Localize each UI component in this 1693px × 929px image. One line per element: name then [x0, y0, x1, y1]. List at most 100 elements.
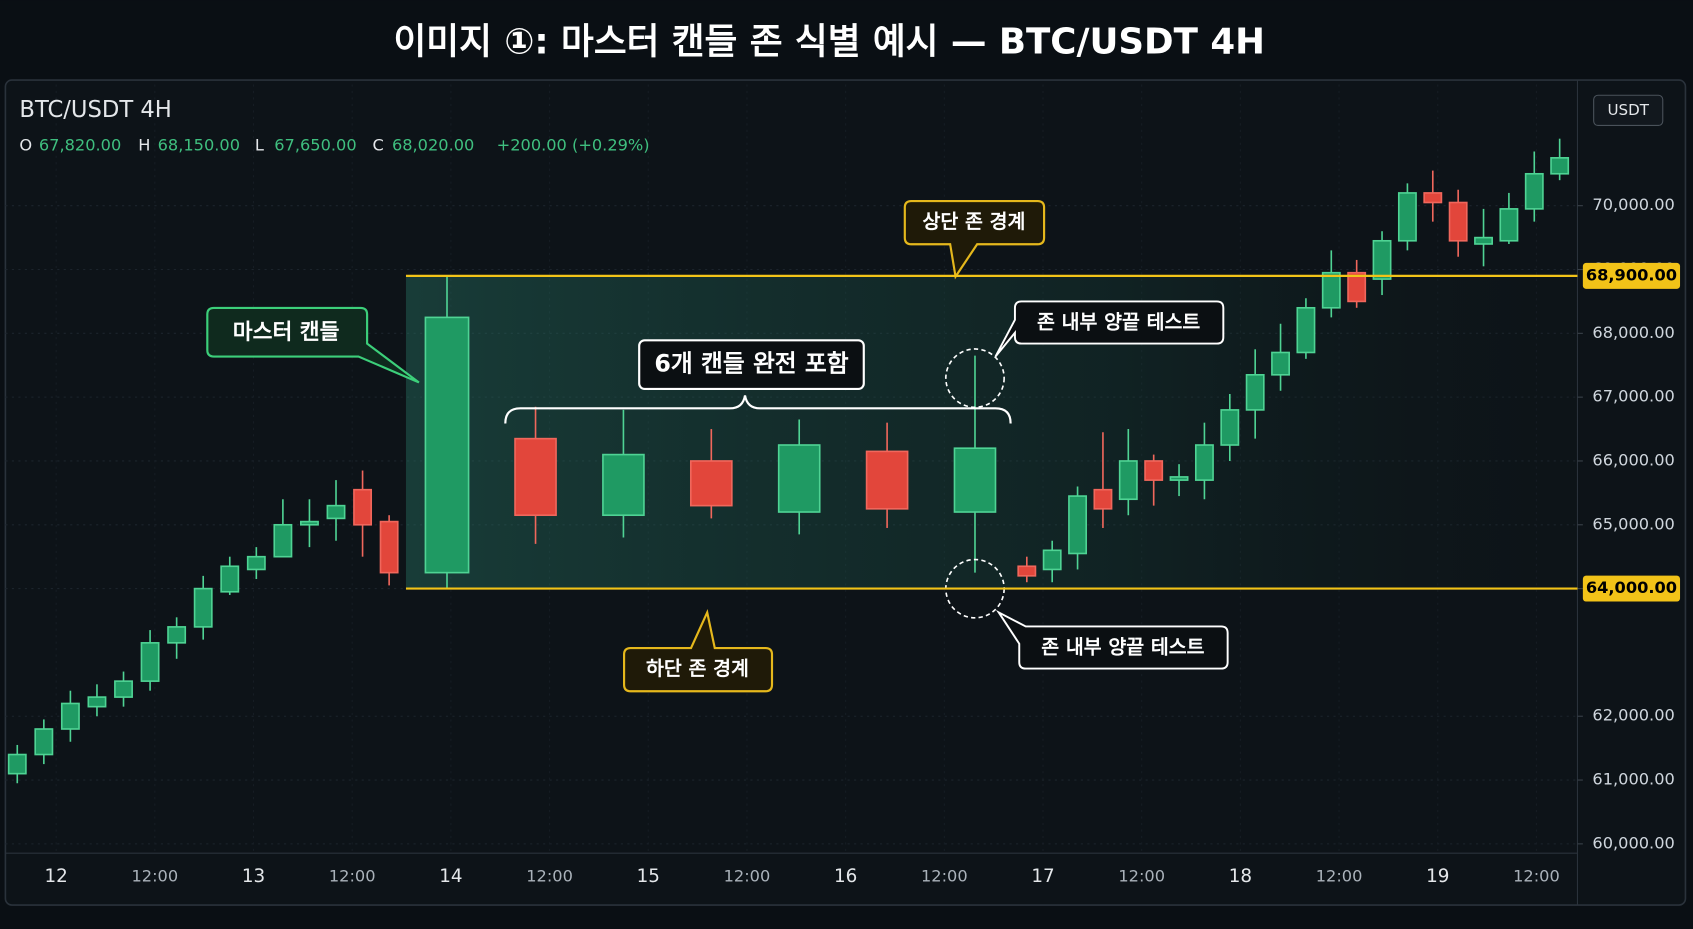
ohlc-legend: O 67,820.00 H 68,150.00 L 67,650.00 C 68,020.00 — [19, 135, 474, 154]
x-tick-label: 16 — [834, 866, 857, 887]
x-tick-label: 12:00 — [329, 866, 376, 885]
candle-body — [689, 460, 733, 507]
x-tick-label: 19 — [1426, 866, 1449, 887]
candle-body — [1397, 192, 1417, 242]
candle-body — [777, 444, 821, 513]
y-tick-label: 66,000.00 — [1592, 450, 1674, 469]
candle-body — [1321, 271, 1341, 309]
candle-body — [273, 523, 293, 558]
x-tick-label: 12 — [44, 866, 67, 887]
candle-body — [1042, 549, 1062, 571]
candle-body — [34, 728, 54, 756]
candle-body — [1524, 172, 1544, 210]
ohlc-value: 68,020.00 — [392, 135, 474, 154]
ohlc-key: C — [373, 135, 384, 154]
candle-body — [300, 520, 319, 526]
candle-body — [193, 587, 213, 628]
y-tick-label: 60,000.00 — [1592, 833, 1674, 852]
candle-body — [1144, 460, 1164, 481]
x-tick-label: 15 — [637, 866, 660, 887]
change: +200.00 (+0.29%) — [497, 135, 650, 154]
candle-body — [379, 520, 399, 574]
y-tick-label: 68,000.00 — [1592, 323, 1674, 342]
master-callout: 마스터 캔들 — [206, 306, 420, 384]
test-bottom-label: 존 내부 양끝 테스트 — [1041, 636, 1204, 659]
candle-body — [1296, 306, 1316, 354]
candle-body — [1372, 239, 1392, 280]
candle-body — [114, 680, 133, 698]
candle-body — [1093, 488, 1113, 510]
candle-body — [514, 437, 557, 517]
candle-body — [1474, 236, 1493, 245]
x-tick-label: 12:00 — [921, 866, 968, 885]
candle-body — [1245, 373, 1265, 411]
candle-body — [1271, 351, 1290, 376]
lower-callout: 하단 존 경계 — [622, 608, 774, 693]
x-tick-label: 12:00 — [1118, 866, 1165, 885]
candle-body — [1448, 201, 1468, 242]
test-circle-top — [945, 348, 1005, 409]
ohlc-value: 68,150.00 — [158, 135, 240, 154]
lower-label: 하단 존 경계 — [646, 657, 749, 680]
ohlc-value: 67,650.00 — [274, 135, 356, 154]
candle-body — [246, 555, 266, 571]
ohlc-key: O — [19, 135, 32, 154]
price-tag — [1582, 575, 1681, 602]
y-tick-label: 67,000.00 — [1592, 387, 1674, 406]
y-tick-label: 62,000.00 — [1592, 706, 1674, 725]
zone-area — [405, 275, 1578, 589]
candle-body — [7, 753, 27, 775]
candle-body — [353, 488, 373, 526]
candle-body — [140, 642, 160, 682]
ohlc-key: L — [255, 135, 264, 154]
price-tag-label: 68,900.00 — [1586, 265, 1677, 284]
page-title: 이미지 ①: 마스터 캔들 존 식별 예시 — BTC/USDT 4H — [394, 21, 1265, 62]
unit-button-label[interactable]: USDT — [1607, 101, 1649, 119]
ohlc-key: H — [138, 135, 150, 154]
candle-body — [1169, 476, 1189, 481]
x-tick-label: 12:00 — [526, 866, 573, 885]
candle-body — [326, 504, 346, 520]
unit-button[interactable] — [1593, 94, 1664, 127]
x-tick-label: 12:00 — [1513, 866, 1560, 885]
candle-body — [1118, 460, 1138, 501]
upper-callout: 상단 존 경계 — [903, 199, 1046, 280]
price-tag-label: 64,000.00 — [1586, 578, 1677, 597]
x-tick-label: 18 — [1229, 866, 1252, 887]
candle-body — [1194, 444, 1214, 481]
contains-label: 6개 캔들 완전 포함 — [654, 350, 848, 378]
zone — [405, 275, 1578, 589]
candle-body — [1220, 409, 1240, 446]
axes: 70,000.0069,000.0068,000.0067,000.0066,0… — [44, 195, 1681, 887]
symbol: BTC/USDT 4H — [19, 97, 171, 123]
upper-label: 상단 존 경계 — [922, 210, 1025, 233]
candle-body — [1347, 271, 1367, 303]
test-top-label: 존 내부 양끝 테스트 — [1037, 311, 1200, 334]
ohlc-value: 67,820.00 — [39, 135, 121, 154]
candles — [7, 138, 1570, 784]
master-label: 마스터 캔들 — [233, 320, 340, 345]
x-tick-label: 12:00 — [1316, 866, 1363, 885]
candle-body — [60, 702, 80, 730]
y-tick-label: 70,000.00 — [1592, 195, 1674, 214]
candle-body — [1423, 192, 1443, 204]
y-tick-label: 61,000.00 — [1592, 770, 1674, 789]
candle-body — [1499, 208, 1519, 242]
candle-body — [602, 453, 645, 517]
contains-callout: 6개 캔들 완전 포함 — [504, 339, 1012, 424]
candle-body — [87, 696, 107, 708]
candle-body — [167, 626, 187, 644]
x-tick-label: 14 — [439, 866, 462, 887]
candle-body — [1017, 565, 1037, 577]
x-tick-label: 13 — [242, 866, 265, 887]
candle-body — [865, 450, 909, 510]
x-tick-label: 17 — [1031, 866, 1054, 887]
x-tick-label: 12:00 — [724, 866, 771, 885]
candle-body — [1550, 157, 1570, 175]
y-tick-label: 65,000.00 — [1592, 514, 1674, 533]
candle-body — [424, 316, 470, 574]
test-bottom-callout: 존 내부 양끝 테스트 — [995, 609, 1229, 670]
candle-body — [220, 565, 240, 593]
